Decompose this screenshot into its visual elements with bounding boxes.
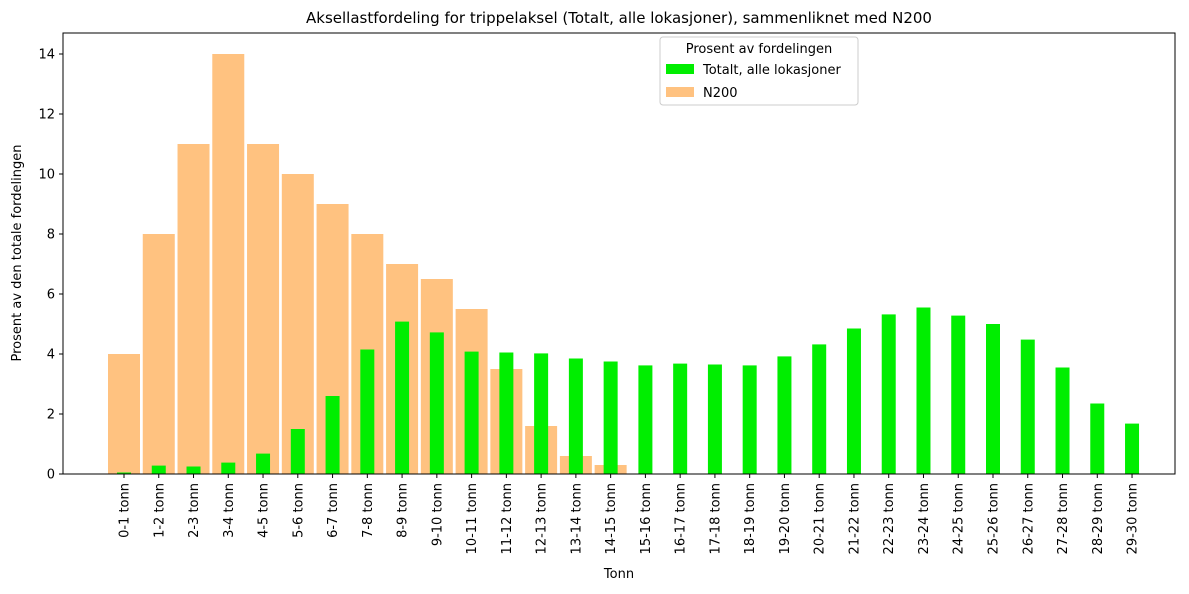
x-tick-label: 19-20 tonn (778, 483, 793, 554)
total-bar (360, 349, 375, 474)
y-tick-label: 4 (47, 348, 55, 363)
x-tick-label: 11-12 tonn (500, 483, 515, 554)
total-bar (951, 315, 966, 474)
y-tick-label: 2 (47, 408, 55, 423)
total-bar (534, 353, 549, 474)
total-bar (707, 364, 722, 474)
n200-bar (281, 174, 314, 474)
legend-title: Prosent av fordelingen (686, 42, 833, 57)
total-bar (846, 328, 861, 474)
x-tick-label: 5-6 tonn (291, 483, 306, 538)
y-tick-label: 6 (47, 288, 55, 303)
n200-bar (108, 354, 140, 474)
legend-box (659, 36, 859, 106)
x-tick-label: 23-24 tonn (917, 483, 932, 554)
x-tick-label: 2-3 tonn (187, 483, 202, 538)
x-tick-label: 12-13 tonn (535, 483, 550, 554)
total-bar (290, 429, 305, 474)
total-bar (429, 332, 444, 474)
x-tick-label: 22-23 tonn (882, 483, 897, 554)
total-bar (812, 344, 827, 474)
x-tick-label: 3-4 tonn (222, 483, 237, 538)
total-bar (1125, 423, 1140, 474)
legend: Prosent av fordelingen Totalt, alle loka… (659, 36, 859, 106)
y-tick-label: 8 (47, 228, 55, 243)
x-tick-label: 17-18 tonn (708, 483, 723, 554)
total-bar (256, 453, 271, 474)
x-tick-label: 24-25 tonn (952, 483, 967, 554)
total-bar (603, 361, 618, 474)
total-bar (986, 324, 1000, 474)
legend-label-total: Totalt, alle lokasjoner (702, 63, 841, 78)
n200-bar (142, 234, 175, 474)
total-bar (499, 352, 514, 474)
x-tick-label: 10-11 tonn (465, 483, 480, 554)
x-axis-label: Tonn (603, 567, 634, 582)
x-tick-label: 9-10 tonn (430, 483, 445, 546)
total-bar (1090, 403, 1105, 474)
x-tick-label: 6-7 tonn (326, 483, 341, 538)
plot-frame (62, 32, 1176, 475)
total-bar (742, 365, 757, 474)
x-tick-label: 1-2 tonn (152, 483, 167, 538)
y-axis: 0 2 4 6 8 10 12 14 (38, 48, 63, 483)
total-bar (568, 358, 583, 474)
y-tick-label: 14 (38, 48, 55, 63)
x-tick-label: 16-17 tonn (674, 483, 689, 554)
total-bar (1055, 367, 1070, 474)
legend-swatch-n200 (666, 87, 694, 97)
y-tick-label: 12 (38, 108, 55, 123)
total-bar (673, 363, 688, 474)
y-tick-label: 10 (38, 168, 55, 183)
x-tick-label: 20-21 tonn (813, 483, 828, 554)
total-bars (117, 307, 1140, 474)
x-tick-label: 4-5 tonn (257, 483, 272, 538)
x-tick-label: 29-30 tonn (1126, 483, 1141, 554)
n200-bar (212, 54, 245, 474)
n200-bar (177, 144, 210, 474)
total-bar (777, 356, 792, 474)
total-bar (325, 396, 340, 474)
total-bar (638, 365, 653, 474)
x-tick-label: 27-28 tonn (1056, 483, 1071, 554)
total-bar (916, 307, 931, 474)
x-axis: 0-1 tonn 1-2 tonn 2-3 tonn 3-4 tonn 4-5 tonn… (118, 474, 1141, 554)
x-tick-label: 21-22 tonn (847, 483, 862, 554)
x-tick-label: 8-9 tonn (396, 483, 411, 538)
x-tick-label: 25-26 tonn (987, 483, 1002, 554)
y-axis-label: Prosent av den totale fordelingen (10, 145, 25, 362)
x-tick-label: 15-16 tonn (639, 483, 654, 554)
legend-label-n200: N200 (703, 86, 738, 101)
total-bar (464, 351, 479, 474)
x-tick-label: 7-8 tonn (361, 483, 376, 538)
total-bar (151, 465, 166, 474)
total-bar (186, 466, 201, 474)
x-tick-label: 0-1 tonn (118, 483, 133, 538)
x-tick-label: 13-14 tonn (569, 483, 584, 554)
total-bar (117, 472, 131, 474)
legend-swatch-total (666, 64, 694, 74)
total-bar (395, 321, 410, 474)
total-bar (1020, 339, 1035, 474)
chart-title: Aksellastfordeling for trippelaksel (Tot… (306, 9, 932, 27)
x-tick-label: 18-19 tonn (743, 483, 758, 554)
x-tick-label: 14-15 tonn (604, 483, 619, 554)
x-tick-label: 28-29 tonn (1091, 483, 1106, 554)
n200-bar (247, 144, 280, 474)
total-bar (881, 314, 896, 474)
x-tick-label: 26-27 tonn (1021, 483, 1036, 554)
total-bar (221, 462, 236, 474)
y-tick-label: 0 (47, 468, 55, 483)
